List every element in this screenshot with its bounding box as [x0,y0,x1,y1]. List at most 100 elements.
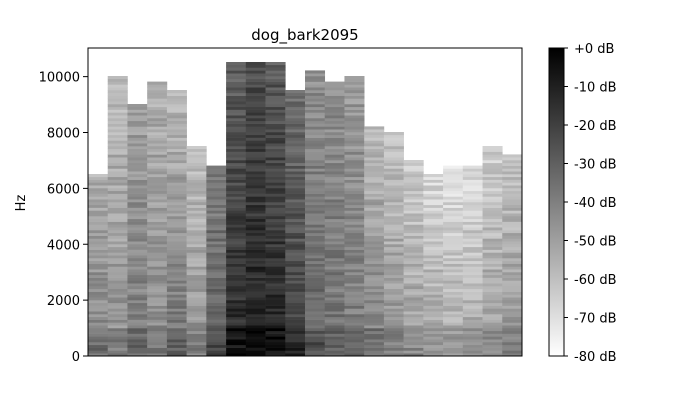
spectrogram-cell [265,188,286,192]
spectrogram-cell [344,216,365,220]
spectrogram-cell [502,339,523,343]
spectrogram-cell [443,286,464,290]
spectrogram-cell [364,137,385,141]
spectrogram-cell [324,221,345,225]
spectrogram-cell [265,246,286,250]
spectrogram-cell [305,104,326,108]
spectrogram-cell [147,162,168,166]
spectrogram-cell [166,146,187,150]
spectrogram-cell [226,221,247,225]
spectrogram-cell [127,174,148,178]
spectrogram-cell [324,224,345,228]
spectrogram-cell [127,272,148,276]
spectrogram-cell [462,246,483,250]
spectrogram-cell [324,230,345,234]
spectrogram-cell [423,207,444,211]
spectrogram-cell [462,216,483,220]
spectrogram-cell [107,302,128,306]
spectrogram-cell [443,322,464,326]
spectrogram-cell [502,190,523,194]
spectrogram-cell [147,134,168,138]
spectrogram-cell [324,333,345,337]
spectrogram-cell [423,199,444,203]
spectrogram-cell [462,344,483,348]
spectrogram-cell [166,302,187,306]
spectrogram-cell [423,333,444,337]
spectrogram-cell [324,280,345,284]
spectrogram-cell [305,188,326,192]
spectrogram-cell [305,353,326,357]
spectrogram-cell [166,283,187,287]
spectrogram-cell [166,325,187,329]
spectrogram-cell [88,263,109,267]
spectrogram-cell [127,322,148,326]
spectrogram-cell [285,101,306,105]
spectrogram-cell [107,199,128,203]
spectrogram-cell [344,81,365,85]
spectrogram-cell [344,311,365,315]
spectrogram-cell [502,297,523,301]
spectrogram-cell [502,291,523,295]
spectrogram-cell [462,302,483,306]
spectrogram-cell [226,232,247,236]
spectrogram-cell [462,350,483,354]
spectrogram-cell [482,325,503,329]
spectrogram-cell [344,112,365,116]
spectrogram-cell [166,314,187,318]
spectrogram-cell [147,140,168,144]
spectrogram-cell [147,300,168,304]
spectrogram-cell [147,235,168,239]
spectrogram-cell [502,224,523,228]
spectrogram-cell [265,263,286,267]
spectrogram-cell [383,311,404,315]
spectrogram-cell [364,238,385,242]
spectrogram-cell [127,112,148,116]
spectrogram-cell [305,81,326,85]
spectrogram-cell [383,297,404,301]
spectrogram-cell [127,179,148,183]
spectrogram-cell [166,143,187,147]
spectrogram-cell [265,137,286,141]
spectrogram-cell [364,204,385,208]
spectrogram-cell [206,185,227,189]
spectrogram-cell [265,305,286,309]
spectrogram-cell [226,342,247,346]
spectrogram-cell [88,204,109,208]
spectrogram-cell [186,316,207,320]
spectrogram-cell [265,288,286,292]
spectrogram-cell [305,300,326,304]
spectrogram-cell [403,252,424,256]
spectrogram-cell [147,339,168,343]
spectrogram-cell [482,314,503,318]
spectrogram-cell [423,291,444,295]
spectrogram-cell [324,252,345,256]
spectrogram-cell [226,92,247,96]
spectrogram-cell [265,151,286,155]
spectrogram-cell [403,333,424,337]
spectrogram-cell [462,325,483,329]
spectrogram-cell [364,274,385,278]
spectrogram-cell [423,260,444,264]
spectrogram-cell [344,126,365,130]
spectrogram-cell [482,151,503,155]
spectrogram-cell [364,176,385,180]
spectrogram-cell [364,213,385,217]
spectrogram-cell [403,190,424,194]
spectrogram-cell [166,322,187,326]
spectrogram-cell [305,98,326,102]
spectrogram-cell [482,182,503,186]
spectrogram-cell [285,207,306,211]
spectrogram-cell [245,157,266,161]
spectrogram-cell [462,353,483,357]
spectrogram-cell [324,202,345,206]
spectrogram-cell [88,202,109,206]
spectrogram-cell [324,104,345,108]
spectrogram-cell [166,300,187,304]
spectrogram-cell [502,325,523,329]
spectrogram-cell [127,140,148,144]
spectrogram-cell [186,277,207,281]
spectrogram-cell [344,286,365,290]
spectrogram-cell [324,154,345,158]
spectrogram-cell [305,190,326,194]
spectrogram-cell [324,288,345,292]
